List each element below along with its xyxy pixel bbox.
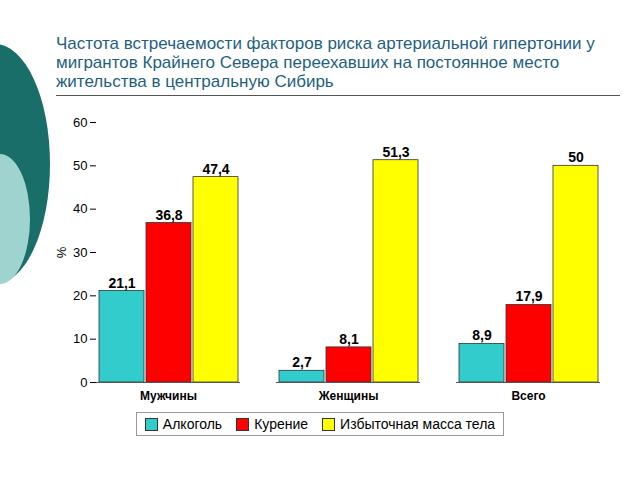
svg-text:0: 0 [80, 375, 87, 390]
svg-text:30: 30 [73, 245, 87, 260]
svg-text:51,3: 51,3 [382, 144, 409, 160]
svg-text:2,7: 2,7 [292, 354, 312, 370]
svg-text:40: 40 [73, 201, 87, 216]
svg-text:21,1: 21,1 [108, 275, 135, 291]
html-text:Частота встречаемости факторов: Частота встречаемости факторов риска арт… [56, 34, 595, 91]
svg-text:8,9: 8,9 [472, 327, 492, 343]
svg-text:50: 50 [568, 149, 584, 165]
html-text:Курение: Курение [254, 416, 309, 432]
svg-text:8,1: 8,1 [339, 331, 359, 347]
svg-text:17,9: 17,9 [515, 288, 542, 304]
svg-text:Всего: Всего [511, 389, 545, 403]
svg-text:%: % [54, 246, 69, 258]
svg-text:60: 60 [73, 115, 87, 130]
svg-text:Мужчины: Мужчины [140, 389, 197, 403]
svg-text:20: 20 [73, 288, 87, 303]
svg-text:50: 50 [73, 158, 87, 173]
html-text:Избыточная масса тела: Избыточная масса тела [340, 416, 496, 432]
svg-text:36,8: 36,8 [155, 207, 182, 223]
svg-text:10: 10 [73, 331, 87, 346]
svg-text:47,4: 47,4 [202, 161, 229, 177]
svg-text:Женщины: Женщины [318, 389, 379, 403]
html-text:Алкоголь: Алкоголь [162, 416, 223, 432]
